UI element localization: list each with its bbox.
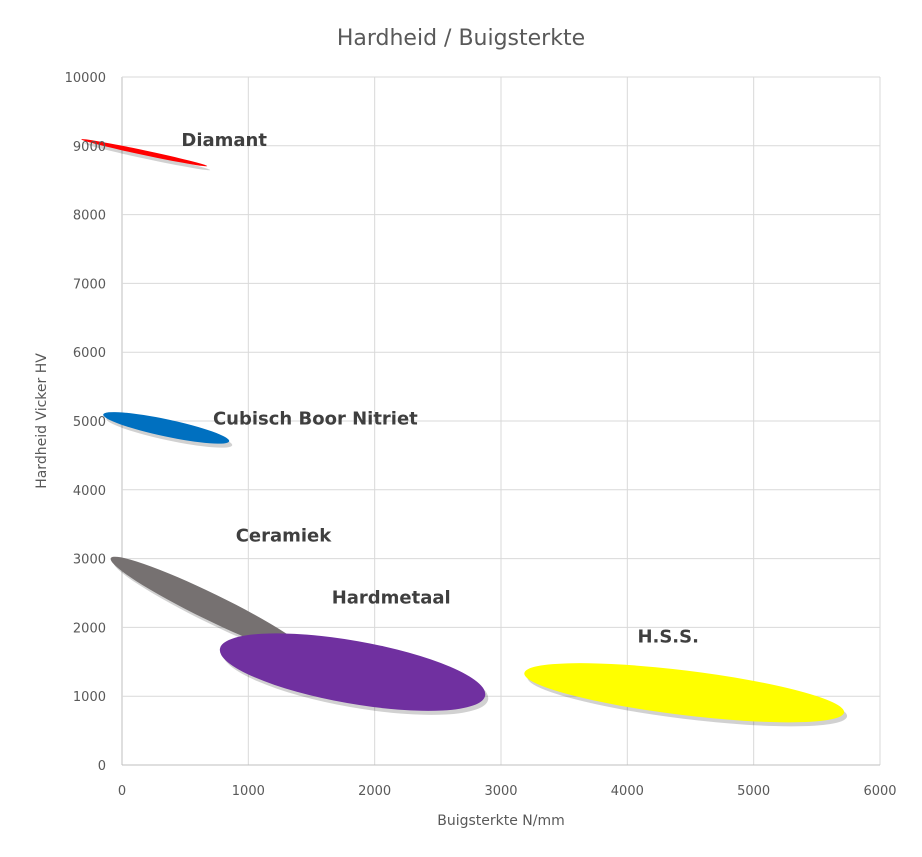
y-tick-label: 2000 xyxy=(73,621,106,636)
region-label-hardmetaal: Hardmetaal xyxy=(332,587,451,608)
region-hardmetaal xyxy=(219,633,486,711)
x-tick-label: 3000 xyxy=(484,784,517,799)
region-label-h-s-s: H.S.S. xyxy=(637,627,699,648)
grid xyxy=(121,76,881,766)
tick-labels: 0 1000 2000 3000 4000 5000 6000 0 1000 2000 3000 40… xyxy=(65,71,897,799)
x-tick-label: 1000 xyxy=(232,784,265,799)
region-labels: Diamant Cubisch Boor Nitriet Ceramiek Hardm… xyxy=(181,130,699,648)
y-tick-label: 1000 xyxy=(73,690,106,705)
y-axis-title: Hardheid Vicker HV xyxy=(34,353,50,489)
region-label-ceramiek: Ceramiek xyxy=(236,525,333,546)
region-label-cubisch-boor-nitriet: Cubisch Boor Nitriet xyxy=(213,408,418,429)
y-tick-label: 8000 xyxy=(73,209,106,224)
x-tick-label: 6000 xyxy=(863,784,896,799)
x-tick-label: 0 xyxy=(118,784,126,799)
x-tick-label: 2000 xyxy=(358,784,391,799)
y-tick-label: 4000 xyxy=(73,484,106,499)
region-ceramiek xyxy=(110,556,311,657)
y-tick-label: 7000 xyxy=(73,277,106,292)
region-cubisch-boor-nitriet xyxy=(103,412,230,444)
region-shadow-diamant xyxy=(84,143,211,171)
x-axis-title: Buigsterkte N/mm xyxy=(437,813,565,829)
y-tick-label: 10000 xyxy=(65,71,106,86)
x-tick-label: 4000 xyxy=(611,784,644,799)
y-tick-label: 5000 xyxy=(73,415,106,430)
region-label-diamant: Diamant xyxy=(181,130,267,151)
regions xyxy=(81,139,848,727)
region-h-s-s xyxy=(524,663,845,723)
y-tick-label: 0 xyxy=(98,759,106,774)
y-tick-label: 6000 xyxy=(73,346,106,361)
region-diamant xyxy=(81,139,208,167)
chart-title: Hardheid / Buigsterkte xyxy=(337,26,585,51)
y-tick-label: 9000 xyxy=(73,140,106,155)
x-tick-label: 5000 xyxy=(737,784,770,799)
y-tick-label: 3000 xyxy=(73,553,106,568)
